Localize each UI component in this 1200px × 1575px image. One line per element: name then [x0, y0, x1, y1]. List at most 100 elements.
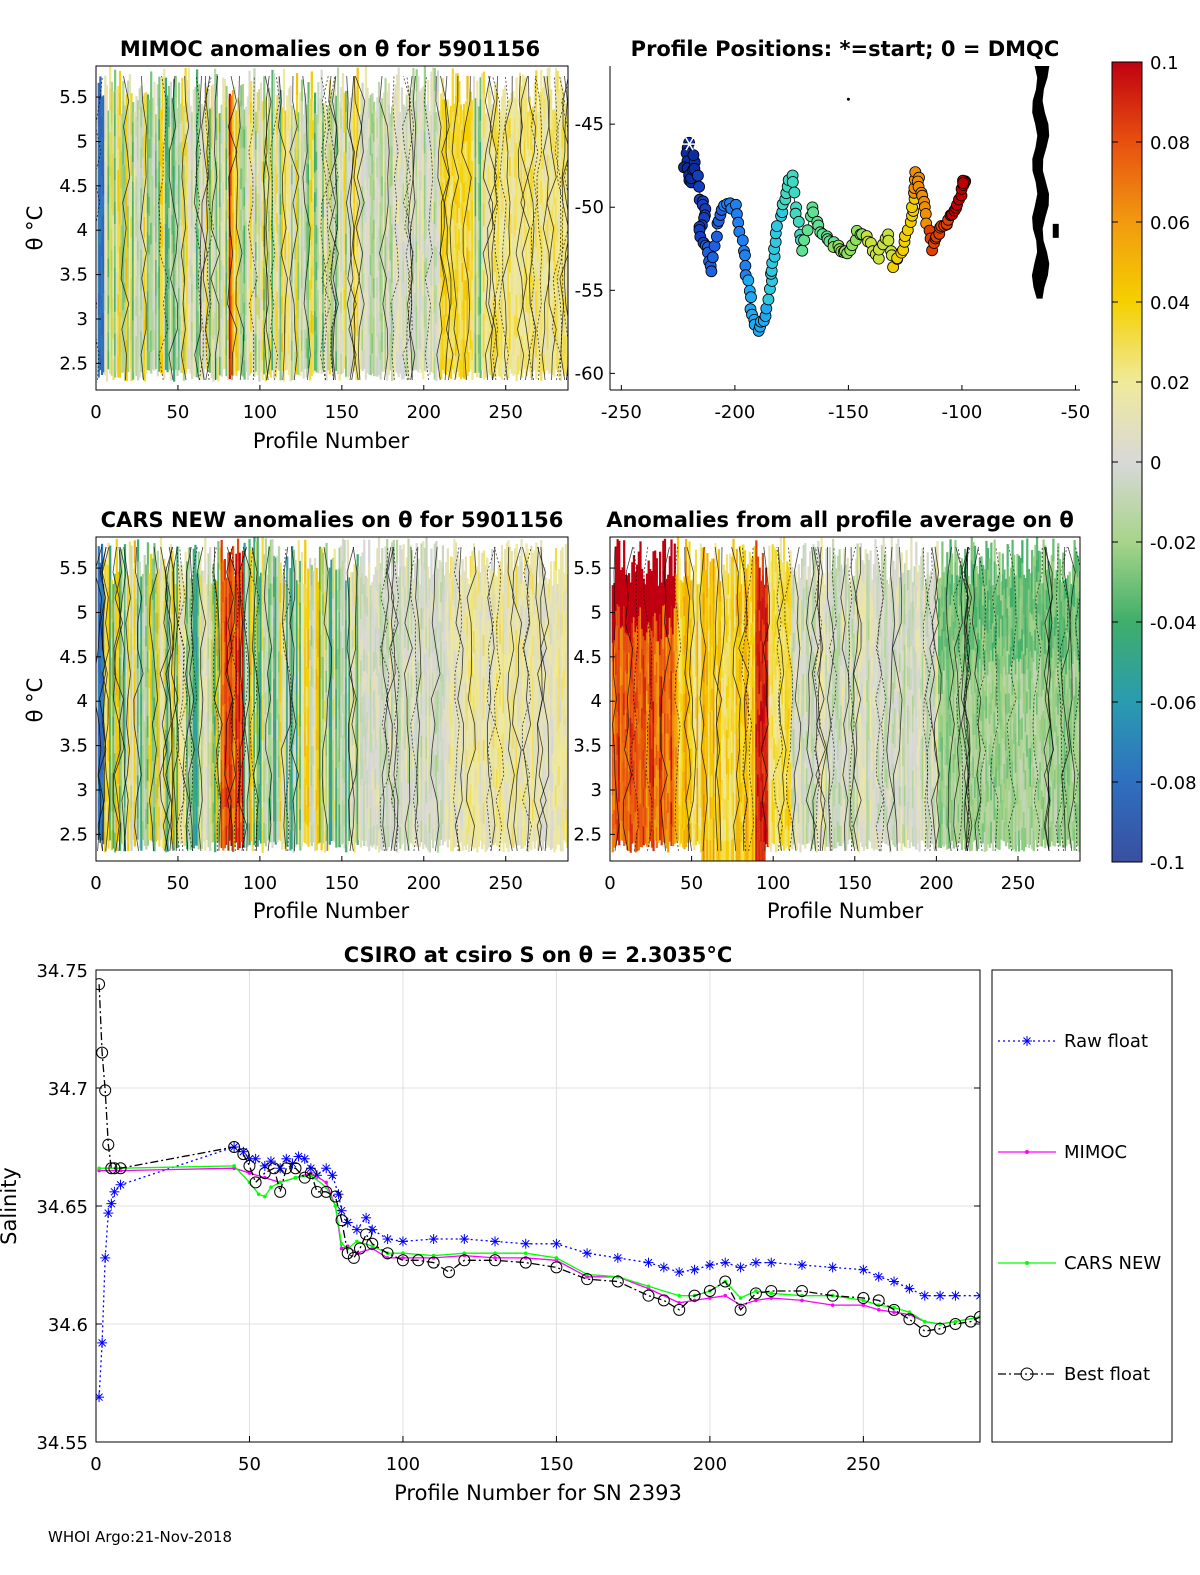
heat-cell: [164, 770, 168, 792]
heat-cell: [484, 207, 487, 228]
profile-position: [762, 293, 775, 306]
heat-cell: [305, 104, 309, 125]
heat-cell: [474, 176, 477, 197]
heat-cell: [123, 587, 127, 611]
heat-cell: [500, 96, 504, 118]
heat-cell: [327, 350, 330, 371]
heat-cell: [463, 299, 466, 320]
heat-cell: [256, 314, 259, 335]
heat-cell: [141, 574, 145, 594]
heat-cell: [433, 267, 436, 291]
heat-cell: [515, 315, 518, 338]
heat-cell: [148, 630, 151, 651]
heat-cell: [433, 90, 436, 113]
heat-cell: [450, 183, 453, 204]
heat-cell: [412, 219, 415, 242]
heat-cell: [105, 702, 109, 723]
heat-cell: [371, 193, 374, 214]
heat-cell: [153, 143, 156, 165]
heat-cell: [274, 146, 277, 167]
heat-cell: [372, 356, 376, 377]
heat-cell: [436, 282, 440, 305]
heat-cell: [402, 163, 405, 184]
heat-cell: [295, 352, 299, 375]
heat-cell: [441, 327, 445, 350]
heat-cell: [138, 294, 141, 316]
heat-cell: [564, 354, 567, 375]
heat-cell: [463, 319, 466, 340]
heat-cell: [169, 167, 172, 189]
heat-cell: [107, 717, 110, 740]
heat-cell: [159, 165, 163, 186]
heat-cell: [200, 103, 204, 124]
heat-cell: [189, 296, 192, 317]
heat-cell: [104, 310, 107, 333]
heat-cell: [159, 241, 163, 261]
heat-cell: [320, 134, 323, 158]
heat-cell: [109, 175, 112, 199]
heat-cell: [241, 104, 245, 127]
heat-cell: [459, 339, 463, 360]
heat-cell: [468, 108, 471, 130]
heat-cell: [302, 321, 305, 342]
heat-cell: [431, 285, 435, 308]
heat-cell: [494, 145, 497, 168]
heat-cell: [173, 186, 176, 210]
heat-cell: [346, 274, 349, 296]
heat-cell: [136, 200, 140, 221]
heat-cell: [166, 154, 169, 175]
heat-cell: [148, 706, 151, 727]
heat-cell: [310, 310, 313, 333]
heat-cell: [315, 334, 318, 354]
heat-cell: [428, 129, 431, 150]
heat-cell: [146, 585, 150, 608]
heat-cell: [141, 612, 145, 632]
heat-cell: [446, 254, 449, 275]
heat-cell: [148, 668, 151, 689]
heat-cell: [174, 640, 177, 660]
heat-cell: [99, 76, 102, 98]
heat-cell: [500, 136, 504, 158]
heat-cell: [354, 85, 358, 108]
heat-cell: [456, 200, 459, 223]
heat-cell: [354, 127, 358, 150]
heat-cell: [287, 190, 290, 212]
heat-cell: [163, 223, 166, 247]
heat-cell: [304, 171, 307, 192]
heat-cell: [420, 230, 423, 252]
heat-cell: [382, 152, 386, 173]
heat-cell: [509, 310, 512, 331]
heat-cell: [166, 832, 169, 852]
heat-cell: [566, 273, 568, 295]
heat-cell: [554, 89, 558, 112]
heat-cell: [240, 188, 243, 210]
heat-cell: [274, 319, 277, 339]
heat-cell: [207, 269, 210, 291]
heat-cell: [145, 564, 148, 586]
heat-cell: [127, 350, 130, 373]
heat-cell: [292, 132, 295, 152]
heat-cell: [492, 257, 495, 277]
heat-cell: [423, 283, 427, 306]
heat-cell: [161, 765, 164, 787]
heat-cell: [179, 238, 182, 258]
heat-cell: [133, 714, 136, 738]
heat-cell: [176, 356, 179, 376]
heat-cell: [123, 697, 127, 720]
heat-cell: [336, 176, 340, 200]
heat-cell: [540, 202, 543, 226]
heat-cell: [123, 223, 127, 244]
contour-line: [556, 75, 566, 381]
heat-cell: [200, 279, 204, 300]
heat-cell: [294, 110, 297, 130]
heat-cell: [395, 351, 399, 374]
heat-cell: [187, 174, 191, 198]
heat-cell: [251, 349, 254, 369]
heat-cell: [117, 231, 120, 253]
heat-cell: [425, 238, 428, 258]
heat-cell: [115, 650, 118, 673]
heat-cell: [418, 289, 422, 310]
heat-cell: [132, 665, 135, 686]
heat-cell: [225, 354, 228, 377]
heat-cell: [258, 255, 261, 278]
